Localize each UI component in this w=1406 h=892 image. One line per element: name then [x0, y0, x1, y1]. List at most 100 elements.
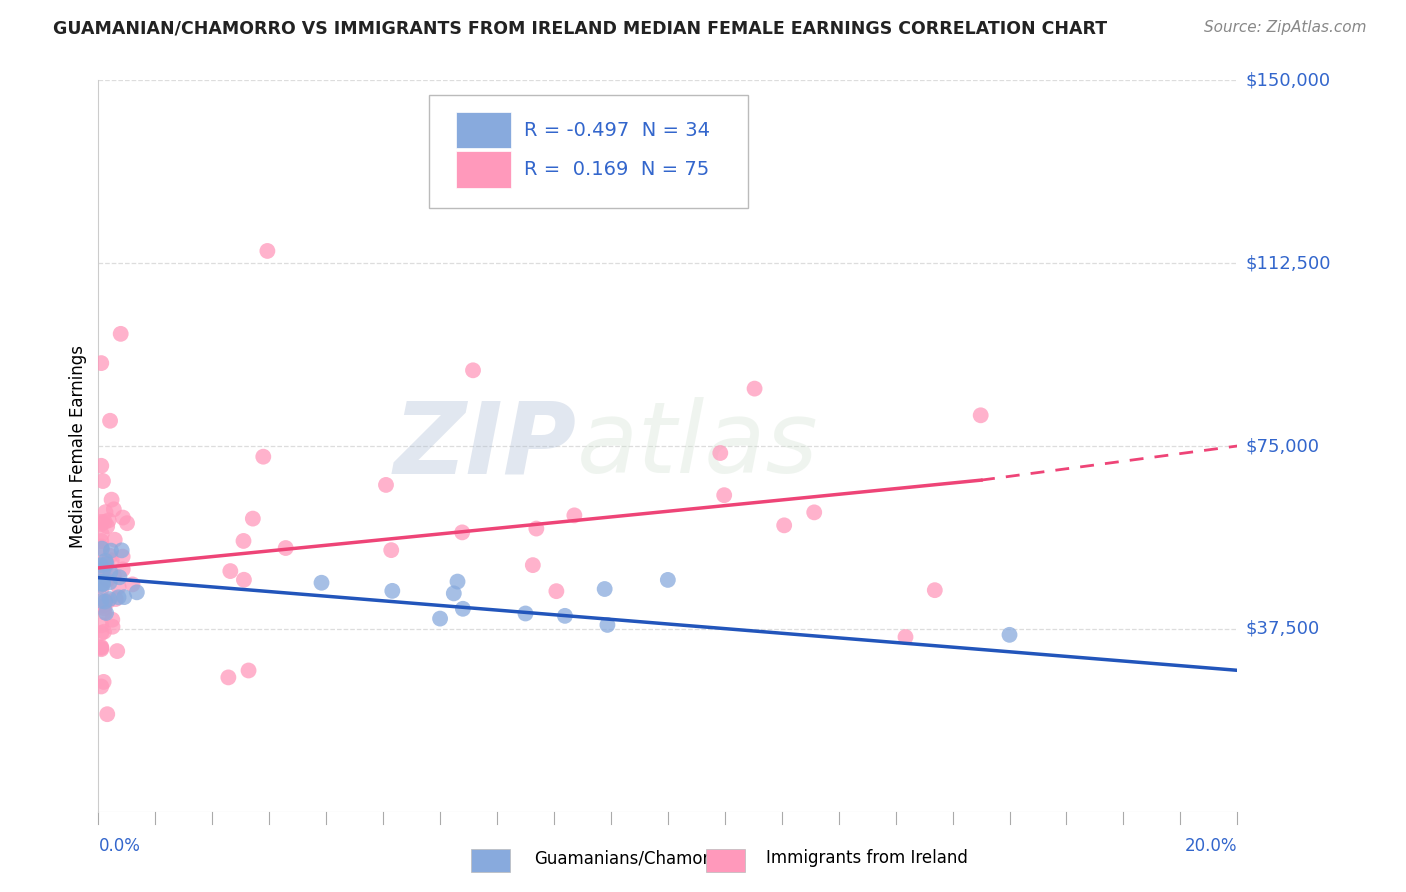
Point	[709, 446, 731, 460]
Point	[90, 561, 112, 575]
Point	[112, 590, 135, 604]
Point	[101, 620, 124, 634]
Point	[90, 555, 112, 569]
Point	[125, 585, 148, 599]
Point	[522, 558, 544, 573]
Text: 0.0%: 0.0%	[98, 837, 141, 855]
FancyBboxPatch shape	[456, 112, 510, 148]
Point	[238, 664, 260, 678]
Point	[924, 583, 946, 598]
Point	[94, 559, 117, 574]
Point	[461, 363, 484, 377]
Point	[274, 541, 297, 555]
Point	[252, 450, 274, 464]
Point	[90, 594, 112, 608]
Point	[110, 326, 132, 341]
Point	[90, 574, 112, 589]
Text: Immigrants from Ireland: Immigrants from Ireland	[766, 849, 969, 867]
Text: $112,500: $112,500	[1246, 254, 1331, 272]
Point	[894, 630, 917, 644]
Point	[94, 515, 117, 529]
Point	[98, 414, 121, 428]
Point	[94, 606, 117, 620]
Point	[103, 568, 125, 582]
Point	[111, 543, 134, 558]
Point	[94, 554, 117, 568]
Point	[593, 582, 616, 596]
Point	[104, 533, 127, 547]
Point	[443, 586, 465, 600]
Point	[115, 516, 138, 531]
Point	[90, 640, 112, 654]
Point	[90, 534, 112, 549]
Text: R =  0.169  N = 75: R = 0.169 N = 75	[524, 160, 710, 179]
Point	[107, 580, 129, 594]
Point	[90, 515, 112, 529]
Text: $75,000: $75,000	[1246, 437, 1320, 455]
FancyBboxPatch shape	[429, 95, 748, 209]
Y-axis label: Median Female Earnings: Median Female Earnings	[69, 344, 87, 548]
Point	[96, 707, 118, 722]
Point	[94, 594, 117, 608]
Point	[108, 570, 131, 584]
Point	[90, 541, 112, 556]
Point	[101, 613, 124, 627]
Point	[111, 562, 134, 576]
Point	[451, 601, 474, 615]
Point	[970, 409, 993, 423]
Point	[242, 511, 264, 525]
Point	[657, 573, 679, 587]
Point	[90, 626, 112, 640]
Point	[91, 575, 114, 590]
Point	[546, 584, 568, 599]
Point	[96, 573, 118, 587]
Point	[98, 549, 121, 563]
Point	[90, 640, 112, 655]
Point	[93, 624, 115, 639]
Text: atlas: atlas	[576, 398, 818, 494]
Point	[524, 522, 547, 536]
Point	[100, 492, 122, 507]
Point	[554, 608, 576, 623]
Text: Source: ZipAtlas.com: Source: ZipAtlas.com	[1204, 20, 1367, 35]
Point	[90, 558, 112, 573]
Point	[90, 458, 112, 473]
Point	[93, 595, 115, 609]
Text: R = -0.497  N = 34: R = -0.497 N = 34	[524, 120, 710, 139]
Point	[217, 670, 239, 684]
Point	[380, 543, 402, 558]
Point	[375, 478, 398, 492]
Point	[103, 502, 125, 516]
Point	[90, 516, 112, 531]
Point	[564, 508, 586, 523]
Point	[101, 553, 124, 567]
Point	[311, 575, 333, 590]
Point	[93, 674, 115, 689]
Point	[446, 574, 468, 589]
Point	[429, 611, 451, 625]
Point	[105, 644, 128, 658]
Point	[90, 642, 112, 657]
Point	[104, 592, 127, 607]
Point	[96, 519, 118, 533]
Point	[91, 563, 114, 577]
Point	[90, 540, 112, 554]
Point	[744, 382, 766, 396]
Point	[90, 576, 112, 591]
Point	[451, 525, 474, 540]
Point	[91, 577, 114, 591]
Point	[90, 582, 112, 597]
Text: Guamanians/Chamorros: Guamanians/Chamorros	[534, 849, 735, 867]
Point	[93, 605, 115, 619]
Text: GUAMANIAN/CHAMORRO VS IMMIGRANTS FROM IRELAND MEDIAN FEMALE EARNINGS CORRELATION: GUAMANIAN/CHAMORRO VS IMMIGRANTS FROM IR…	[53, 20, 1108, 37]
Point	[515, 607, 537, 621]
Point	[90, 680, 112, 694]
Point	[97, 513, 120, 527]
Point	[803, 505, 825, 519]
FancyBboxPatch shape	[456, 152, 510, 188]
Text: $37,500: $37,500	[1246, 620, 1320, 638]
Point	[90, 356, 112, 370]
Point	[98, 575, 121, 590]
Point	[121, 577, 143, 591]
Point	[219, 564, 242, 578]
